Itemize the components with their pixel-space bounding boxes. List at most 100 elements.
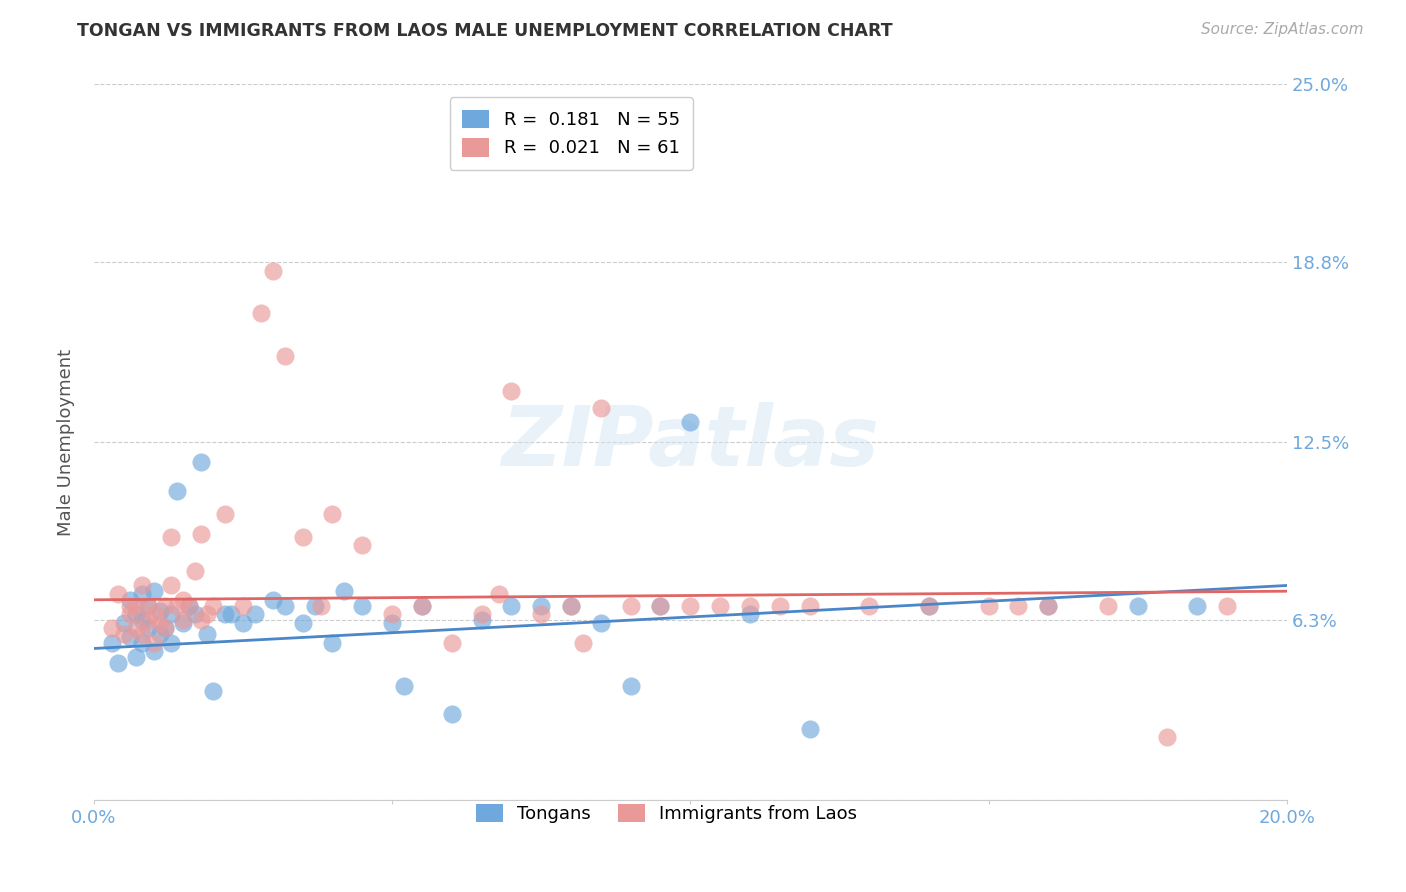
Point (918, 599, 941, 613)
Point (190, 527, 212, 541)
Point (124, 622, 146, 636)
Point (440, 636, 463, 650)
Point (471, 613, 494, 627)
Point (118, 599, 141, 613)
Point (202, 599, 225, 613)
Point (101, 636, 124, 650)
Point (142, 644, 165, 658)
Point (172, 592, 194, 607)
Point (738, 607, 761, 621)
Point (155, 622, 177, 636)
Point (172, 615, 194, 630)
Point (650, 599, 672, 613)
Point (488, 587, 510, 601)
Point (195, 627, 218, 641)
Point (291, 530, 314, 544)
Point (112, 615, 135, 630)
Point (172, 613, 194, 627)
Point (1036, 599, 1059, 613)
Point (160, 636, 183, 650)
Point (202, 684, 225, 698)
Point (709, 599, 731, 613)
Point (799, 599, 821, 613)
Point (738, 599, 761, 613)
Point (392, 679, 415, 693)
Point (274, 350, 297, 364)
Legend: Tongans, Immigrants from Laos: Tongans, Immigrants from Laos (465, 793, 869, 834)
Point (560, 599, 582, 613)
Point (190, 613, 212, 627)
Point (977, 599, 1000, 613)
Point (381, 607, 404, 621)
Point (620, 679, 643, 693)
Point (1156, 730, 1178, 744)
Point (918, 599, 941, 613)
Point (148, 615, 170, 630)
Point (136, 622, 159, 636)
Point (160, 530, 183, 544)
Point (160, 578, 183, 592)
Point (214, 507, 236, 521)
Point (166, 483, 188, 498)
Point (118, 630, 141, 644)
Point (769, 599, 792, 613)
Point (232, 599, 254, 613)
Point (131, 627, 153, 641)
Point (572, 636, 595, 650)
Point (250, 306, 273, 320)
Point (321, 507, 343, 521)
Point (858, 599, 880, 613)
Point (799, 722, 821, 736)
Point (131, 587, 153, 601)
Point (142, 607, 165, 621)
Point (118, 607, 141, 621)
Point (411, 599, 433, 613)
Point (1097, 599, 1119, 613)
Point (679, 599, 702, 613)
Point (243, 607, 266, 621)
Point (136, 613, 159, 627)
Point (501, 599, 523, 613)
Point (620, 599, 643, 613)
Text: Source: ZipAtlas.com: Source: ZipAtlas.com (1201, 22, 1364, 37)
Point (589, 615, 612, 630)
Point (136, 599, 159, 613)
Point (160, 607, 183, 621)
Point (101, 622, 124, 636)
Point (309, 599, 332, 613)
Point (136, 599, 159, 613)
Point (262, 263, 284, 277)
Point (530, 599, 553, 613)
Point (107, 587, 129, 601)
Point (1187, 599, 1209, 613)
Point (274, 599, 297, 613)
Point (131, 636, 153, 650)
Point (142, 584, 165, 599)
Point (184, 607, 207, 621)
Point (262, 592, 284, 607)
Text: ZIPatlas: ZIPatlas (502, 401, 879, 483)
Point (166, 599, 188, 613)
Point (148, 627, 170, 641)
Point (1216, 599, 1239, 613)
Point (214, 607, 236, 621)
Point (131, 613, 153, 627)
Point (219, 607, 242, 621)
Point (589, 401, 612, 415)
Point (530, 607, 553, 621)
Point (1126, 599, 1149, 613)
Point (179, 599, 201, 613)
Point (232, 615, 254, 630)
Point (650, 599, 672, 613)
Point (155, 599, 177, 613)
Point (112, 627, 135, 641)
Point (1007, 599, 1029, 613)
Point (124, 607, 146, 621)
Point (679, 415, 702, 429)
Point (381, 615, 404, 630)
Point (107, 656, 129, 670)
Point (352, 599, 374, 613)
Point (560, 599, 582, 613)
Point (352, 538, 374, 552)
Point (1036, 599, 1059, 613)
